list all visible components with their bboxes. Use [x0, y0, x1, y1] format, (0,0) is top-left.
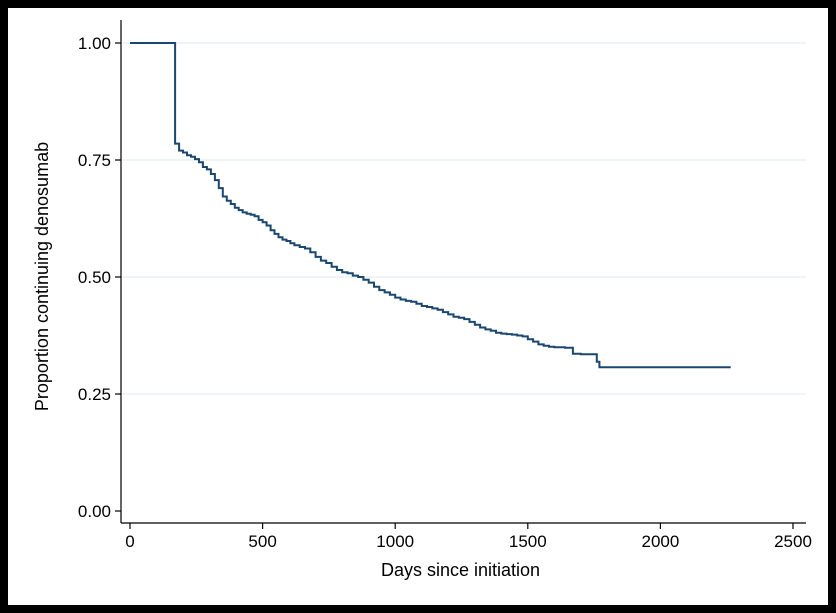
- y-axis-title: Proportion continuing denosumab: [32, 142, 52, 411]
- y-tick-label: 0.25: [78, 385, 111, 404]
- axes: 0.00 0.25 0.50 0.75 1.00 0 500 1000 1500 2000 2500: [78, 20, 812, 551]
- survival-chart: 0.00 0.25 0.50 0.75 1.00 0 500 1000 1500 2000 2500…: [32, 20, 812, 580]
- y-tick-label: 1.00: [78, 34, 111, 53]
- x-tick-label: 2000: [641, 532, 679, 551]
- x-axis-title: Days since initiation: [381, 560, 540, 580]
- gridlines: [122, 42, 806, 395]
- x-tick-label: 1000: [376, 532, 414, 551]
- y-tick-label: 0.75: [78, 151, 111, 170]
- y-tick-label: 0.50: [78, 268, 111, 287]
- x-tick-label: 2500: [774, 532, 812, 551]
- survival-curve: [130, 42, 731, 369]
- x-tick-label: 500: [248, 532, 276, 551]
- series-group: [130, 42, 731, 369]
- y-tick-label: 0.00: [78, 502, 111, 521]
- x-tick-label: 0: [125, 532, 134, 551]
- chart-frame: 0.00 0.25 0.50 0.75 1.00 0 500 1000 1500 2000 2500…: [8, 8, 828, 605]
- x-tick-label: 1500: [509, 532, 547, 551]
